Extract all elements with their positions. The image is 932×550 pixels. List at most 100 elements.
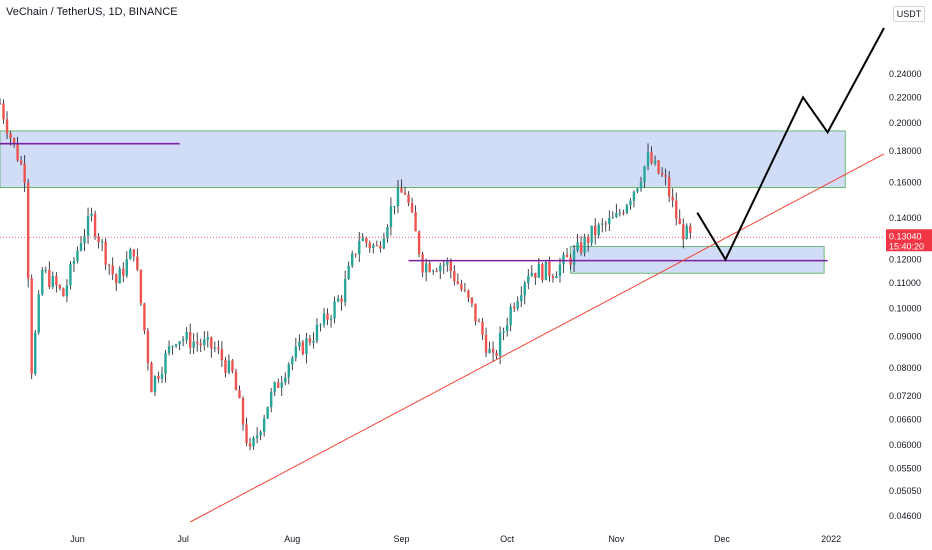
candle-body xyxy=(322,313,326,325)
candle-body xyxy=(79,243,83,251)
candle-body xyxy=(224,360,227,373)
candle-body xyxy=(234,371,238,391)
candle-body xyxy=(481,321,484,335)
chart-title: VeChain / TetherUS, 1D, BINANCE xyxy=(6,6,178,18)
candle-body xyxy=(58,285,62,289)
candle-body xyxy=(463,289,467,291)
price-projection-path xyxy=(696,27,885,262)
candle-body xyxy=(76,250,79,262)
candle-body xyxy=(255,435,259,438)
candle-body xyxy=(37,294,40,333)
candle-body xyxy=(632,191,636,201)
candle-body xyxy=(491,348,495,353)
candle-body xyxy=(601,223,604,225)
candle-body xyxy=(530,272,534,276)
candle-body xyxy=(558,264,562,276)
candle-body xyxy=(259,431,262,436)
candle-body xyxy=(143,303,146,331)
candle-body xyxy=(350,253,354,266)
time-tick-label: Dec xyxy=(714,534,731,544)
candle-body xyxy=(424,263,428,273)
candle-body xyxy=(319,324,322,326)
candle-body xyxy=(358,240,361,255)
price-tick-label: 0.14000 xyxy=(889,213,922,223)
candle-body xyxy=(442,264,445,266)
candle-body xyxy=(308,338,312,343)
candle-body xyxy=(618,212,622,214)
candle-body xyxy=(150,363,153,393)
candle-body xyxy=(30,278,33,374)
candle-body xyxy=(636,188,639,192)
candle-body xyxy=(421,254,424,273)
candle-body xyxy=(171,346,174,348)
candle-body xyxy=(181,339,185,342)
candle-body xyxy=(41,270,44,295)
candle-body xyxy=(393,206,396,208)
candle-body xyxy=(629,200,632,206)
candle-body xyxy=(410,203,414,212)
candle-body xyxy=(484,334,488,353)
candle-body xyxy=(136,256,139,270)
currency-unit-badge[interactable]: USDT xyxy=(893,6,925,22)
time-tick-label: Jun xyxy=(70,534,85,544)
candle-body xyxy=(389,206,393,228)
candle-body xyxy=(671,196,674,201)
candle-body xyxy=(548,261,551,277)
candle-body xyxy=(280,382,283,388)
candle-body xyxy=(660,173,664,176)
candle-body xyxy=(667,177,671,197)
candle-body xyxy=(118,268,121,284)
candle-body xyxy=(488,348,491,353)
candle-body xyxy=(129,249,132,260)
candle-body xyxy=(467,290,470,298)
candle-body xyxy=(495,352,498,356)
candle-body xyxy=(97,236,100,243)
candle-body xyxy=(565,254,569,258)
resistance-zone xyxy=(0,130,846,188)
candle-body xyxy=(460,283,463,290)
time-tick-label: Nov xyxy=(608,534,625,544)
candle-body xyxy=(69,263,72,286)
candle-body xyxy=(520,295,523,302)
candle-body xyxy=(44,269,47,271)
candle-body xyxy=(368,242,372,248)
candle-body xyxy=(164,352,167,374)
candle-body xyxy=(62,288,65,297)
candle-body xyxy=(639,182,643,189)
candle-body xyxy=(417,231,421,255)
candle-body xyxy=(252,437,255,447)
candle-body xyxy=(615,212,618,218)
candle-body xyxy=(146,330,150,364)
candle-body xyxy=(555,275,558,279)
candle-body xyxy=(347,265,350,280)
candle-body xyxy=(210,337,213,349)
candle-body xyxy=(329,318,333,320)
candle-body xyxy=(523,283,526,296)
candle-body xyxy=(576,242,579,251)
candle-body xyxy=(287,364,290,378)
annotation-lines-layer xyxy=(0,27,885,523)
time-tick-label: Oct xyxy=(500,534,515,544)
candle-body xyxy=(527,275,530,284)
candle-body xyxy=(266,406,269,419)
candle-body xyxy=(498,332,502,356)
time-tick-label: Sep xyxy=(393,534,409,544)
candle-body xyxy=(115,274,118,284)
candle-body xyxy=(196,341,199,344)
price-tick-label: 0.18000 xyxy=(889,146,922,156)
candle-body xyxy=(516,301,519,309)
candle-body xyxy=(375,245,379,247)
candle-body xyxy=(453,270,456,282)
candle-body xyxy=(301,341,305,355)
candle-body xyxy=(0,103,2,105)
candle-body xyxy=(5,119,9,134)
candle-body xyxy=(343,279,347,303)
candle-body xyxy=(562,254,565,265)
candle-body xyxy=(125,259,128,276)
candle-body xyxy=(167,346,171,353)
candle-body xyxy=(643,166,646,183)
candle-body xyxy=(2,103,5,120)
price-tick-label: 0.12000 xyxy=(889,254,922,264)
